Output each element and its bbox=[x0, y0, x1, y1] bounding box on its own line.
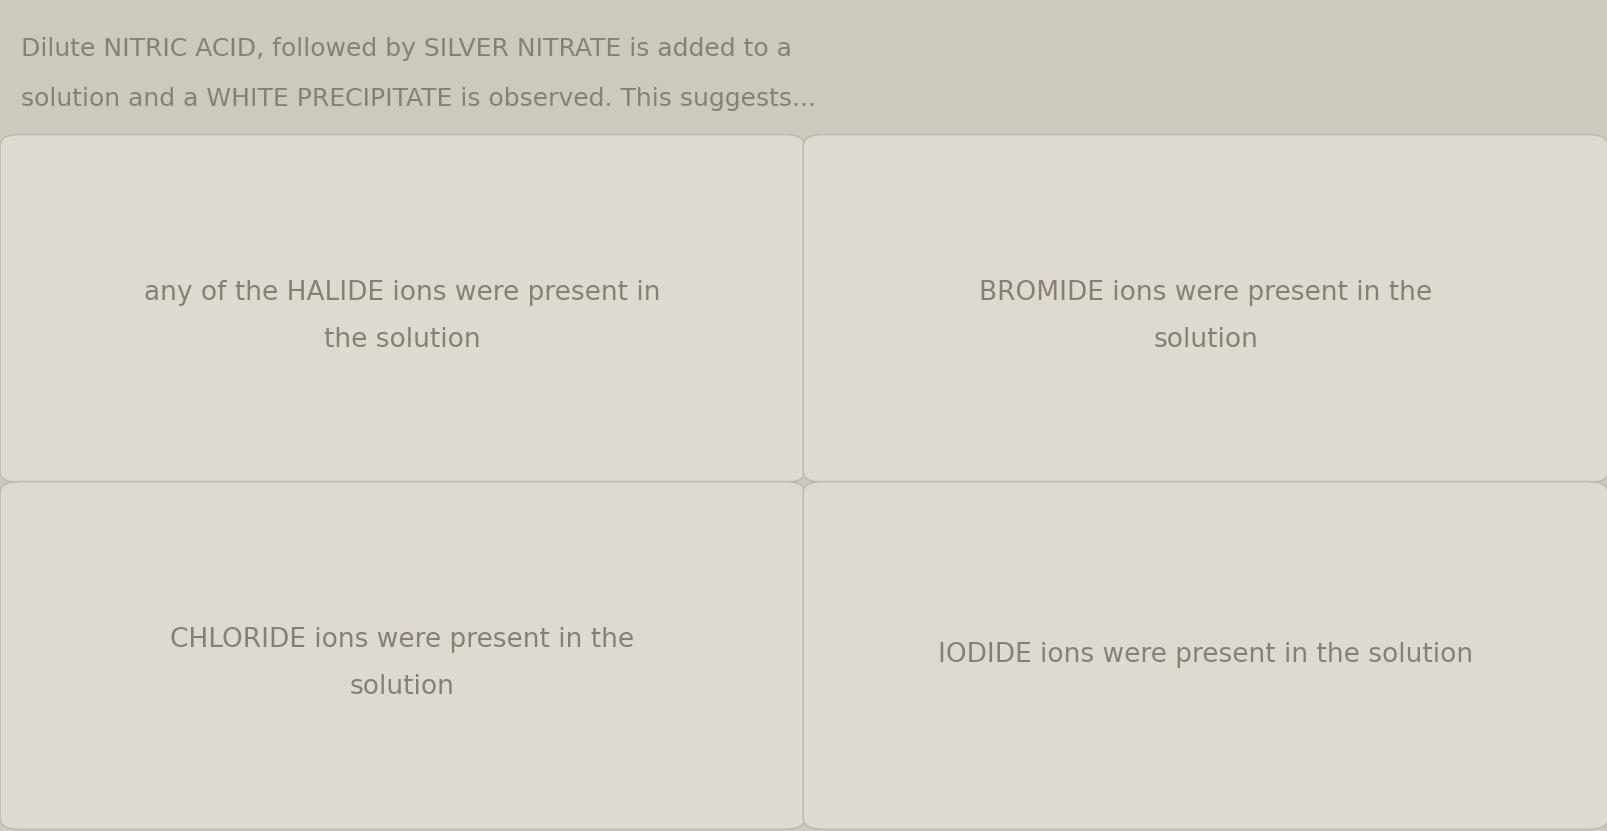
FancyBboxPatch shape bbox=[0, 135, 804, 482]
Text: IODIDE ions were present in the solution: IODIDE ions were present in the solution bbox=[937, 642, 1472, 668]
FancyBboxPatch shape bbox=[0, 482, 804, 829]
Text: BROMIDE ions were present in the: BROMIDE ions were present in the bbox=[979, 280, 1432, 306]
FancyBboxPatch shape bbox=[802, 135, 1607, 482]
Text: any of the HALIDE ions were present in: any of the HALIDE ions were present in bbox=[145, 280, 660, 306]
Text: solution: solution bbox=[1152, 327, 1257, 353]
Text: CHLORIDE ions were present in the: CHLORIDE ions were present in the bbox=[170, 627, 635, 652]
Text: solution and a WHITE PRECIPITATE is observed. This suggests...: solution and a WHITE PRECIPITATE is obse… bbox=[21, 87, 815, 111]
Text: solution: solution bbox=[350, 674, 455, 700]
FancyBboxPatch shape bbox=[802, 482, 1607, 829]
Text: the solution: the solution bbox=[325, 327, 480, 353]
Text: Dilute NITRIC ACID, followed by SILVER NITRATE is added to a: Dilute NITRIC ACID, followed by SILVER N… bbox=[21, 37, 791, 61]
